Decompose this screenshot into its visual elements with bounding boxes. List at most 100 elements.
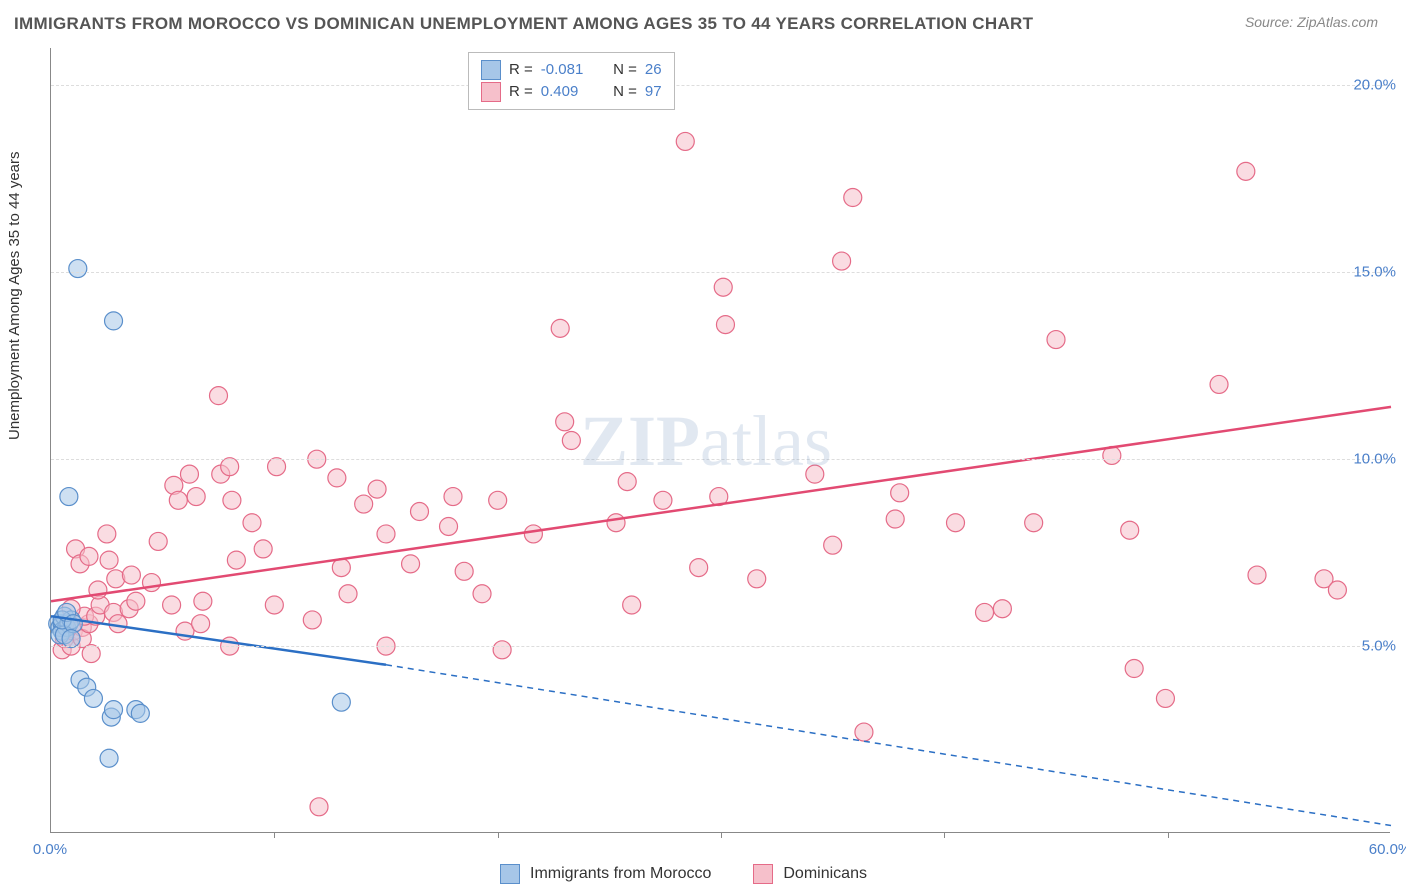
scatter-point: [1025, 514, 1043, 532]
trend-line: [51, 407, 1391, 601]
scatter-point: [80, 547, 98, 565]
scatter-point: [824, 536, 842, 554]
scatter-point: [618, 473, 636, 491]
scatter-point: [402, 555, 420, 573]
scatter-point: [100, 551, 118, 569]
scatter-point: [716, 316, 734, 334]
scatter-point: [1237, 162, 1255, 180]
scatter-point: [377, 525, 395, 543]
scatter-point: [69, 260, 87, 278]
series-legend: Immigrants from Morocco Dominicans: [500, 864, 867, 884]
scatter-point: [1210, 375, 1228, 393]
y-tick-label: 20.0%: [1353, 77, 1396, 94]
source-attribution: Source: ZipAtlas.com: [1245, 14, 1378, 30]
scatter-point: [355, 495, 373, 513]
scatter-point: [473, 585, 491, 603]
gridline: [51, 272, 1390, 273]
scatter-point: [254, 540, 272, 558]
scatter-point: [993, 600, 1011, 618]
scatter-point: [455, 562, 473, 580]
scatter-point: [268, 458, 286, 476]
scatter-point: [844, 189, 862, 207]
x-tick-mark: [274, 832, 275, 838]
scatter-point: [976, 603, 994, 621]
scatter-point: [714, 278, 732, 296]
scatter-point: [98, 525, 116, 543]
correlation-legend: R = -0.081 N = 26R = 0.409 N = 97: [468, 52, 675, 110]
legend-n-value: 26: [645, 59, 662, 81]
y-axis-label: Unemployment Among Ages 35 to 44 years: [6, 151, 23, 440]
gridline: [51, 646, 1390, 647]
legend-correlation-row: R = 0.409 N = 97: [481, 81, 662, 103]
scatter-point: [187, 488, 205, 506]
legend-n-value: 97: [645, 81, 662, 103]
scatter-plot-svg: [51, 48, 1390, 832]
scatter-point: [265, 596, 283, 614]
chart-plot-area: [50, 48, 1390, 833]
scatter-point: [676, 132, 694, 150]
scatter-point: [368, 480, 386, 498]
scatter-point: [1125, 660, 1143, 678]
scatter-point: [105, 701, 123, 719]
x-tick-label: 60.0%: [1369, 841, 1406, 858]
legend-swatch: [753, 864, 773, 884]
scatter-point: [84, 689, 102, 707]
scatter-point: [833, 252, 851, 270]
scatter-point: [623, 596, 641, 614]
scatter-point: [310, 798, 328, 816]
scatter-point: [227, 551, 245, 569]
scatter-point: [748, 570, 766, 588]
x-tick-mark: [498, 832, 499, 838]
scatter-point: [169, 491, 187, 509]
scatter-point: [1156, 689, 1174, 707]
scatter-point: [192, 615, 210, 633]
legend-series-label: Immigrants from Morocco: [530, 865, 711, 883]
legend-r-value: 0.409: [541, 81, 597, 103]
scatter-point: [62, 630, 80, 648]
scatter-point: [806, 465, 824, 483]
scatter-point: [891, 484, 909, 502]
chart-title: IMMIGRANTS FROM MOROCCO VS DOMINICAN UNE…: [14, 14, 1033, 34]
legend-n-label: N =: [605, 81, 637, 103]
scatter-point: [339, 585, 357, 603]
gridline: [51, 85, 1390, 86]
scatter-point: [332, 693, 350, 711]
scatter-point: [131, 704, 149, 722]
x-tick-mark: [944, 832, 945, 838]
scatter-point: [223, 491, 241, 509]
scatter-point: [194, 592, 212, 610]
legend-r-value: -0.081: [541, 59, 597, 81]
y-tick-label: 5.0%: [1362, 638, 1396, 655]
legend-series-item: Immigrants from Morocco: [500, 864, 711, 884]
x-tick-mark: [721, 832, 722, 838]
scatter-point: [1047, 331, 1065, 349]
scatter-point: [122, 566, 140, 584]
y-tick-label: 10.0%: [1353, 451, 1396, 468]
scatter-point: [886, 510, 904, 528]
scatter-point: [180, 465, 198, 483]
scatter-point: [489, 491, 507, 509]
legend-series-item: Dominicans: [753, 864, 867, 884]
scatter-point: [411, 503, 429, 521]
scatter-point: [1121, 521, 1139, 539]
scatter-point: [562, 432, 580, 450]
scatter-point: [444, 488, 462, 506]
legend-swatch: [481, 60, 501, 80]
scatter-point: [690, 559, 708, 577]
scatter-point: [855, 723, 873, 741]
legend-r-label: R =: [509, 59, 533, 81]
scatter-point: [149, 532, 167, 550]
x-tick-label: 0.0%: [33, 841, 67, 858]
scatter-point: [947, 514, 965, 532]
scatter-point: [551, 319, 569, 337]
scatter-point: [221, 458, 239, 476]
legend-correlation-row: R = -0.081 N = 26: [481, 59, 662, 81]
gridline: [51, 459, 1390, 460]
scatter-point: [100, 749, 118, 767]
scatter-point: [107, 570, 125, 588]
legend-series-label: Dominicans: [783, 865, 867, 883]
legend-swatch: [500, 864, 520, 884]
scatter-point: [1328, 581, 1346, 599]
scatter-point: [60, 488, 78, 506]
scatter-point: [143, 574, 161, 592]
